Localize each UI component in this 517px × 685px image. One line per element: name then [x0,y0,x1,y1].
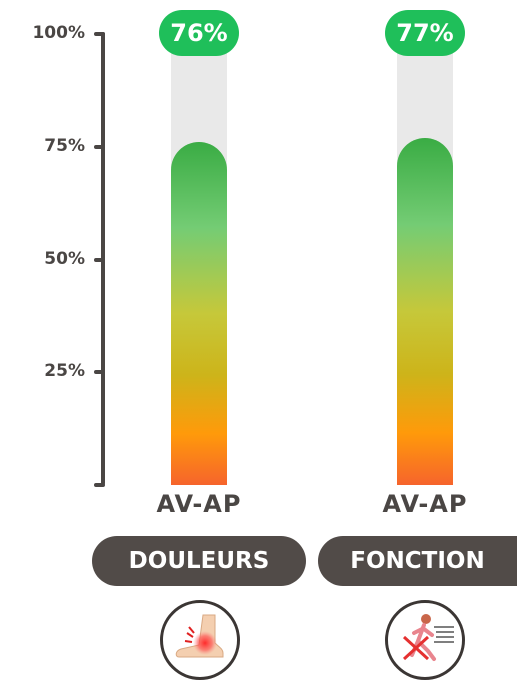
bar-fonction [397,137,453,485]
y-tick [94,257,105,262]
y-tick-label: 75% [44,135,85,156]
bar-sublabel-fonction: AV-AP [382,490,468,518]
bar-sublabel-douleurs: AV-AP [156,490,242,518]
y-tick [94,144,105,149]
ankle-pain-icon [160,600,240,680]
y-tick-label: 50% [44,248,85,269]
y-tick [94,32,105,36]
y-tick [94,483,105,487]
y-tick-label: 25% [44,361,85,382]
value-badge-douleurs: 76% [159,10,239,56]
runner-injury-icon [385,600,465,680]
value-badge-fonction: 77% [385,10,465,56]
category-pill-douleurs: DOULEURS [92,536,306,586]
bar-douleurs [171,142,227,485]
y-tick [94,370,105,375]
category-pill-fonction: FONCTION [318,536,517,586]
y-tick-label: 100% [32,23,85,43]
